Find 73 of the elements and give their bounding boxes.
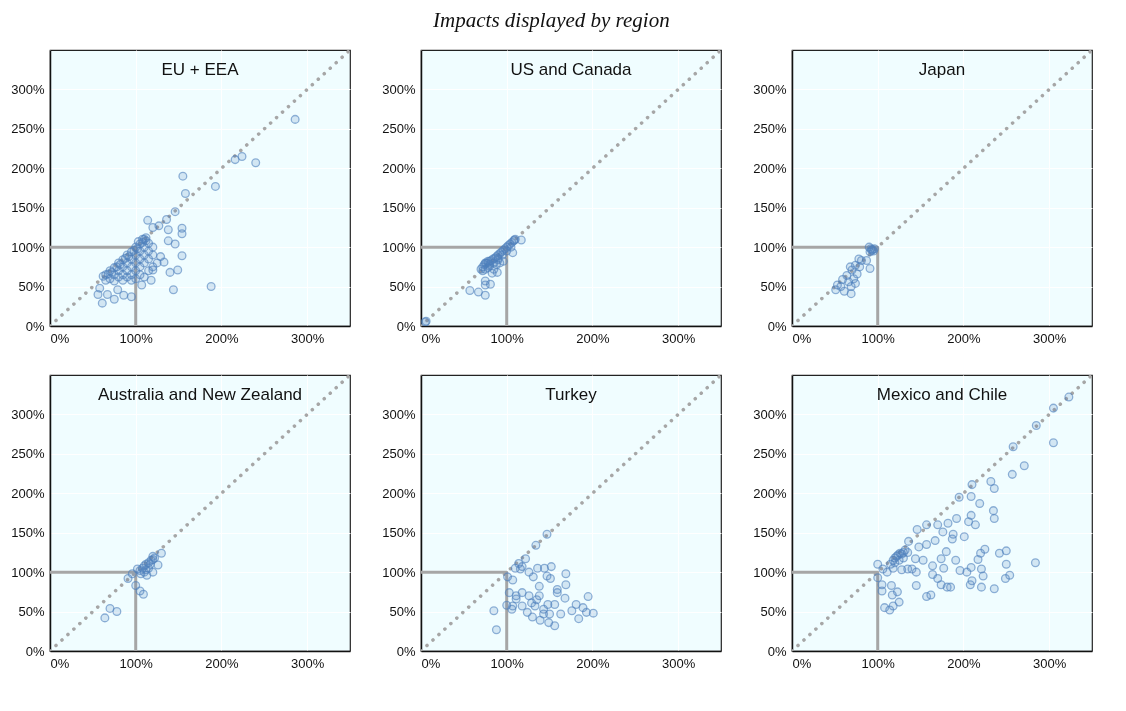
- y-tick-label: 0%: [767, 318, 787, 334]
- y-tick-label: 150%: [11, 200, 45, 216]
- text: Impacts displayed by region: [432, 8, 670, 33]
- y-tick-label: 250%: [753, 121, 787, 137]
- y-tick-label: 0%: [25, 318, 45, 334]
- text: US and Canada: [510, 60, 633, 79]
- x-tick-label: 200%: [205, 330, 239, 346]
- text: Australia and New Zealand: [97, 385, 303, 404]
- x-tick-label: 100%: [490, 330, 525, 346]
- y-tick-label: 50%: [389, 604, 416, 620]
- x-tick-label: 100%: [119, 655, 154, 671]
- y-tick-label: 200%: [11, 485, 45, 501]
- x-tick-label: 300%: [1033, 330, 1067, 346]
- x-tick-label: 200%: [205, 655, 239, 671]
- y-tick-label: 200%: [753, 160, 787, 176]
- y-tick-label: 50%: [18, 279, 45, 295]
- text: EU + EEA: [161, 60, 240, 79]
- y-tick-label: 300%: [11, 406, 45, 422]
- y-tick-label: 50%: [760, 279, 787, 295]
- y-tick-label: 100%: [753, 239, 787, 255]
- y-tick-label: 100%: [11, 239, 45, 255]
- x-tick-label: 300%: [662, 330, 696, 346]
- x-tick-label: 100%: [119, 330, 154, 346]
- y-tick-label: 250%: [382, 121, 416, 137]
- y-tick-label: 50%: [760, 604, 787, 620]
- x-tick-label: 300%: [291, 330, 325, 346]
- x-tick-label: 300%: [291, 655, 325, 671]
- y-tick-label: 0%: [396, 643, 416, 659]
- x-tick-label: 0%: [421, 330, 441, 346]
- y-tick-label: 250%: [753, 446, 787, 462]
- y-tick-label: 300%: [753, 81, 787, 97]
- y-tick-label: 50%: [389, 279, 416, 295]
- y-tick-label: 250%: [11, 121, 45, 137]
- y-tick-label: 300%: [753, 406, 787, 422]
- x-tick-label: 0%: [50, 330, 70, 346]
- x-tick-label: 200%: [947, 330, 981, 346]
- x-tick-label: 0%: [50, 655, 70, 671]
- x-tick-label: 200%: [947, 655, 981, 671]
- y-tick-label: 0%: [25, 643, 45, 659]
- y-tick-label: 200%: [382, 485, 416, 501]
- y-tick-label: 100%: [753, 564, 787, 580]
- y-tick-label: 200%: [382, 160, 416, 176]
- y-tick-label: 0%: [767, 643, 787, 659]
- x-tick-label: 300%: [1033, 655, 1067, 671]
- y-tick-label: 300%: [382, 406, 416, 422]
- x-tick-label: 0%: [792, 655, 812, 671]
- x-tick-label: 100%: [490, 655, 525, 671]
- y-tick-label: 100%: [382, 239, 416, 255]
- x-tick-label: 0%: [792, 330, 812, 346]
- y-tick-label: 100%: [382, 564, 416, 580]
- y-tick-label: 150%: [382, 525, 416, 541]
- text: Turkey: [545, 385, 598, 404]
- y-tick-label: 250%: [382, 446, 416, 462]
- text: Mexico and Chile: [876, 385, 1008, 404]
- text: Japan: [918, 60, 966, 79]
- y-tick-label: 100%: [11, 564, 45, 580]
- y-tick-label: 300%: [11, 81, 45, 97]
- x-tick-label: 300%: [662, 655, 696, 671]
- y-tick-label: 300%: [382, 81, 416, 97]
- y-tick-label: 150%: [753, 200, 787, 216]
- y-tick-label: 0%: [396, 318, 416, 334]
- y-tick-label: 250%: [11, 446, 45, 462]
- y-tick-label: 200%: [11, 160, 45, 176]
- y-tick-label: 50%: [18, 604, 45, 620]
- x-tick-label: 100%: [861, 330, 896, 346]
- x-tick-label: 100%: [861, 655, 896, 671]
- y-tick-label: 150%: [753, 525, 787, 541]
- y-tick-label: 200%: [753, 485, 787, 501]
- y-tick-label: 150%: [382, 200, 416, 216]
- x-tick-label: 0%: [421, 655, 441, 671]
- x-tick-label: 200%: [576, 655, 610, 671]
- y-tick-label: 150%: [11, 525, 45, 541]
- x-tick-label: 200%: [576, 330, 610, 346]
